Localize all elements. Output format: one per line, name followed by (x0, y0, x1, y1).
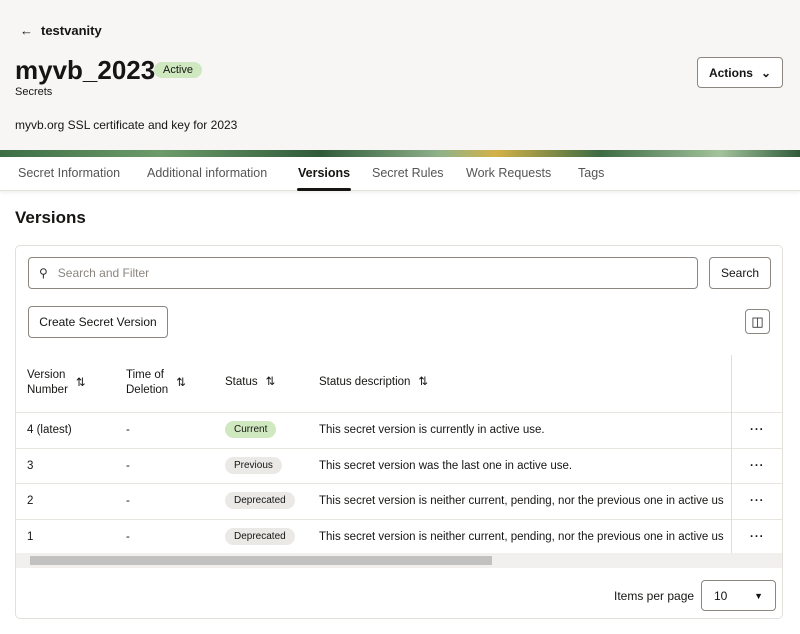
horizontal-scrollbar[interactable] (16, 553, 782, 568)
status-pill: Deprecated (225, 527, 295, 545)
columns-icon[interactable]: ◫ (745, 309, 770, 334)
more-actions-icon[interactable]: ··· (750, 495, 765, 507)
search-placeholder: Search and Filter (57, 266, 150, 280)
status-pill: Previous (225, 456, 282, 474)
search-button[interactable]: Search (709, 257, 771, 289)
actions-label: Actions (708, 65, 753, 80)
back-link[interactable]: ← testvanity (20, 23, 102, 38)
deletion-cell: - (126, 424, 130, 436)
deletion-cell: - (126, 530, 130, 543)
more-actions-icon[interactable]: ··· (750, 459, 765, 472)
caret-down-icon: ▼ (754, 590, 763, 601)
tab-secret-information[interactable]: Secret Information (18, 166, 121, 180)
tab-bar: Secret Information Additional informatio… (0, 157, 800, 191)
sticky-column-divider (731, 355, 732, 553)
tab-versions[interactable]: Versions (296, 166, 352, 191)
page-title: myvb_2023 (15, 55, 156, 85)
sort-icon: ⇅ (176, 376, 186, 389)
column-header-version[interactable]: Version Number ⇅ (27, 368, 86, 398)
version-cell: 3 (27, 459, 34, 472)
items-per-page-value: 10 (714, 588, 728, 603)
table-row: 1 - Deprecated This secret version is ne… (16, 518, 782, 555)
column-label: Version Number (27, 369, 68, 396)
tab-additional-information[interactable]: Additional information (147, 166, 268, 180)
column-header-deletion[interactable]: Time of Deletion ⇅ (126, 368, 186, 398)
column-header-status[interactable]: Status ⇅ (225, 375, 275, 390)
sort-icon: ⇅ (75, 376, 86, 389)
column-label: Status description (319, 376, 411, 388)
page-description: myvb.org SSL certificate and key for 202… (15, 118, 238, 132)
actions-button[interactable]: Actions ⌄ (697, 57, 783, 88)
tab-work-requests[interactable]: Work Requests (466, 166, 552, 180)
table-row: 3 - Previous This secret version was the… (16, 447, 782, 484)
version-cell: 1 (27, 530, 34, 543)
column-label: Time of Deletion (126, 369, 169, 396)
version-cell: 4 (latest) (27, 424, 72, 436)
scrollbar-thumb[interactable] (30, 556, 492, 565)
sort-icon: ⇅ (265, 376, 276, 388)
tab-secret-rules[interactable]: Secret Rules (372, 166, 444, 180)
status-pill: Deprecated (225, 492, 295, 509)
table-row: 4 (latest) - Current This secret version… (16, 412, 782, 448)
items-per-page-label: Items per page (614, 589, 695, 603)
page-header: ← testvanity myvb_2023 Active Secrets myv… (0, 0, 800, 150)
description-cell: This secret version is neither current, … (319, 495, 724, 507)
deletion-cell: - (126, 495, 130, 507)
description-cell: This secret version is currently in acti… (319, 424, 545, 436)
search-icon: ⚲ (39, 266, 48, 280)
more-actions-icon[interactable]: ··· (750, 530, 765, 543)
create-secret-version-button[interactable]: Create Secret Version (28, 306, 168, 338)
section-title: Versions (15, 208, 86, 227)
versions-card (15, 245, 783, 619)
status-pill: Current (225, 421, 277, 438)
page-subtitle: Secrets (15, 86, 53, 98)
search-input[interactable]: ⚲ Search and Filter (28, 257, 698, 289)
column-header-description[interactable]: Status description ⇅ (319, 375, 428, 390)
back-label: testvanity (41, 23, 102, 38)
description-cell: This secret version is neither current, … (319, 530, 724, 543)
sort-icon: ⇅ (418, 376, 429, 388)
items-per-page-select[interactable]: 10 ▼ (701, 580, 776, 611)
deletion-cell: - (126, 459, 130, 472)
description-cell: This secret version was the last one in … (319, 459, 573, 472)
chevron-down-icon: ⌄ (760, 65, 772, 80)
version-cell: 2 (27, 495, 34, 507)
arrow-left-icon: ← (20, 23, 33, 38)
status-badge: Active (154, 62, 202, 78)
table-row: 2 - Deprecated This secret version is ne… (16, 483, 782, 519)
more-actions-icon[interactable]: ··· (750, 424, 765, 436)
tab-tags[interactable]: Tags (578, 166, 605, 180)
column-label: Status (225, 376, 258, 388)
decorative-banner (0, 150, 800, 157)
